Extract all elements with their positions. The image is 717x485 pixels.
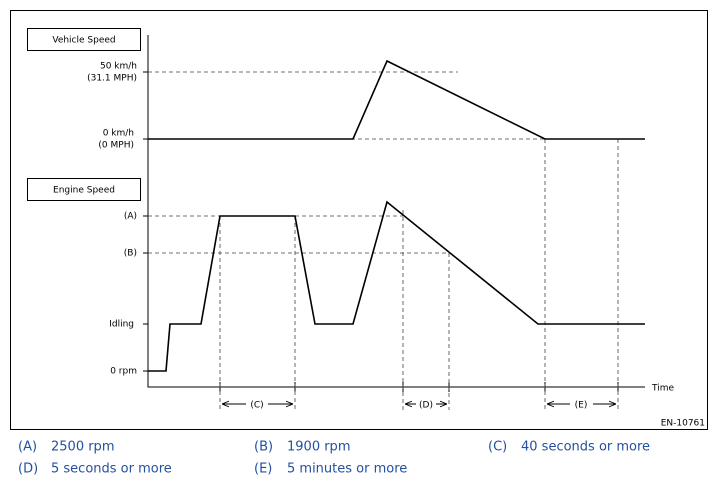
legend-text: 5 minutes or more xyxy=(287,462,407,477)
legend-text: 2500 rpm xyxy=(51,440,114,455)
level-label: 0 km/h xyxy=(103,129,134,139)
legend-key: (E) xyxy=(254,462,272,477)
interval-label: (E) xyxy=(575,401,588,411)
vehicle-speed-title: Vehicle Speed xyxy=(52,36,115,46)
engine-speed-line xyxy=(148,200,645,372)
time-label: Time xyxy=(651,384,674,394)
level-label: (0 MPH) xyxy=(98,141,134,151)
level-label: 0 rpm xyxy=(110,367,137,377)
vehicle-speed-line xyxy=(148,59,645,140)
engine-speed-title: Engine Speed xyxy=(53,186,115,196)
legend-text: 1900 rpm xyxy=(287,440,350,455)
engine-speed-box xyxy=(27,178,141,201)
legend-key: (C) xyxy=(488,440,507,455)
axes xyxy=(147,35,645,388)
legend-key: (A) xyxy=(18,440,37,455)
level-label: (A) xyxy=(124,212,137,222)
vehicle-speed-box xyxy=(27,28,141,51)
figure-code: EN-10761 xyxy=(661,419,705,429)
legend-key: (D) xyxy=(18,462,38,477)
legend-text: 40 seconds or more xyxy=(521,440,650,455)
legend-key: (B) xyxy=(254,440,273,455)
level-label: (31.1 MPH) xyxy=(87,74,137,84)
level-ticks xyxy=(143,71,148,372)
frame xyxy=(10,10,708,430)
level-label: (B) xyxy=(124,249,137,259)
interval-guides xyxy=(219,139,619,410)
guide-lines xyxy=(148,71,645,254)
interval-label: (C) xyxy=(250,401,263,411)
level-label: 50 km/h xyxy=(100,62,137,72)
legend-text: 5 seconds or more xyxy=(51,462,172,477)
level-label: Idling xyxy=(109,320,134,330)
interval-label: (D) xyxy=(419,401,433,411)
